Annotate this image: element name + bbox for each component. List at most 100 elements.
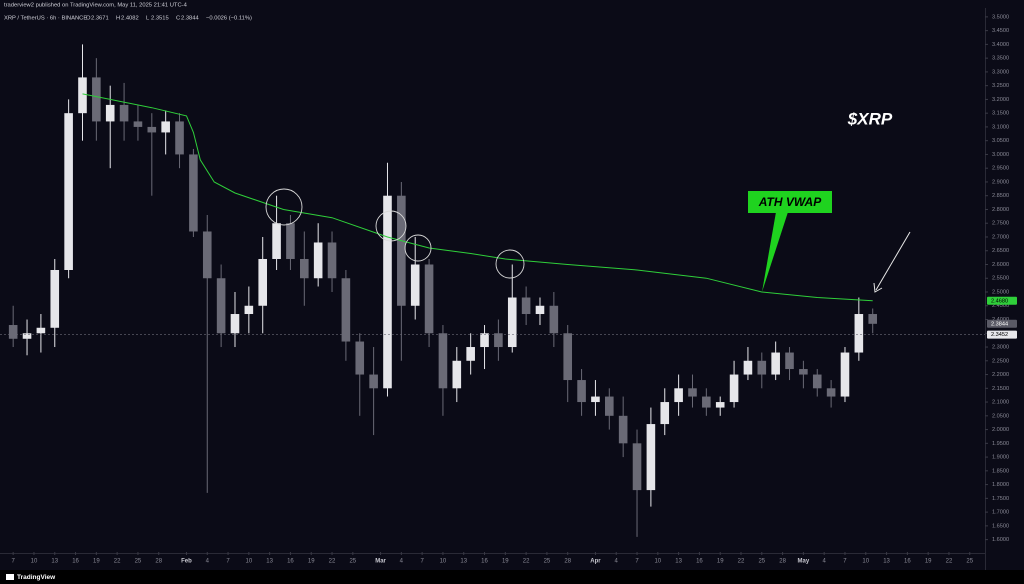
x-tick-label: Mar bbox=[375, 559, 386, 565]
x-tick-label: 10 bbox=[654, 559, 661, 565]
candle-body bbox=[355, 341, 365, 375]
y-tick-label: 2.8500 bbox=[992, 193, 1009, 199]
y-tick-label: 2.7000 bbox=[992, 234, 1009, 240]
x-tick-label: 22 bbox=[523, 559, 530, 565]
x-tick-label: Feb bbox=[181, 559, 192, 565]
candle-body bbox=[300, 258, 309, 279]
y-tick-label: 1.8000 bbox=[992, 482, 1009, 488]
candle-body bbox=[812, 374, 822, 389]
x-tick-label: 13 bbox=[883, 559, 890, 565]
price-tag bbox=[987, 319, 1017, 328]
ohlc-value: 2.3671 bbox=[91, 16, 109, 22]
x-tick-label: 25 bbox=[135, 559, 142, 565]
candle-body bbox=[660, 402, 670, 425]
candle-body bbox=[258, 258, 268, 306]
vwap-callout: ATH VWAP bbox=[758, 195, 822, 209]
x-tick-label: 13 bbox=[266, 559, 273, 565]
ohlc-key: C bbox=[176, 16, 180, 22]
candle-body bbox=[244, 305, 254, 315]
candle-body bbox=[868, 314, 878, 324]
candle-body bbox=[549, 305, 559, 334]
y-tick-label: 2.0500 bbox=[992, 413, 1009, 419]
candle-body bbox=[341, 278, 351, 342]
candle-body bbox=[757, 360, 767, 375]
y-tick-label: 3.0000 bbox=[992, 152, 1009, 158]
candle-body bbox=[202, 231, 212, 279]
brand-text: TradingView bbox=[17, 574, 56, 581]
y-tick-label: 1.9500 bbox=[992, 441, 1009, 447]
x-tick-label: 25 bbox=[544, 559, 551, 565]
candle-body bbox=[78, 77, 87, 114]
x-tick-label: 19 bbox=[717, 559, 724, 565]
candle-body bbox=[313, 242, 323, 279]
candle-body bbox=[826, 388, 836, 397]
ohlc-change: −0.0026 (−0.11%) bbox=[206, 16, 252, 22]
y-tick-label: 2.3000 bbox=[992, 345, 1009, 351]
candle-body bbox=[535, 305, 545, 315]
candle-body bbox=[216, 278, 226, 334]
candle-body bbox=[799, 369, 808, 375]
x-tick-label: May bbox=[798, 559, 810, 565]
y-tick-label: 1.9000 bbox=[992, 455, 1009, 461]
x-tick-label: 25 bbox=[758, 559, 765, 565]
candle-body bbox=[383, 195, 392, 389]
x-tick-label: 10 bbox=[862, 559, 869, 565]
published-text: traderview2 published on TradingView.com… bbox=[4, 3, 188, 9]
candle-body bbox=[424, 264, 434, 334]
candle-body bbox=[771, 352, 780, 375]
x-tick-label: 22 bbox=[329, 559, 336, 565]
price-tag-label: 2.4680 bbox=[991, 298, 1008, 304]
candle-body bbox=[563, 333, 573, 381]
y-tick-label: 3.1500 bbox=[992, 111, 1009, 117]
x-tick-label: 4 bbox=[206, 559, 210, 565]
y-tick-label: 3.2500 bbox=[992, 83, 1009, 89]
candle-body bbox=[22, 333, 32, 339]
y-tick-label: 3.4000 bbox=[992, 42, 1009, 48]
arrow-head bbox=[873, 282, 883, 293]
y-tick-label: 2.4500 bbox=[992, 303, 1009, 309]
plot-area: 3.5000 3.4500 3.4000 3.3500 3.3000 3.2500 3.20… bbox=[0, 14, 1017, 565]
arrow-line bbox=[875, 231, 911, 291]
y-tick-label: 2.5500 bbox=[992, 276, 1009, 282]
candle-body bbox=[272, 223, 281, 259]
candle-body bbox=[854, 314, 864, 353]
y-tick-label: 3.0500 bbox=[992, 138, 1009, 144]
ohlc-value: 2.4082 bbox=[121, 16, 139, 22]
x-tick-label: 25 bbox=[349, 559, 356, 565]
candle-body bbox=[688, 388, 697, 397]
candle-body bbox=[646, 424, 656, 491]
y-tick-label: 2.1500 bbox=[992, 386, 1009, 392]
candle-body bbox=[8, 325, 18, 339]
candle-body bbox=[507, 297, 517, 348]
candle-body bbox=[715, 402, 725, 408]
y-tick-label: 3.3500 bbox=[992, 56, 1009, 62]
y-tick-label: 3.3000 bbox=[992, 69, 1009, 75]
candle-body bbox=[397, 195, 406, 306]
candle-body bbox=[452, 360, 462, 389]
brand-logo bbox=[6, 574, 14, 580]
candle-body bbox=[119, 104, 129, 122]
y-tick-label: 1.8500 bbox=[992, 468, 1009, 474]
candle-body bbox=[286, 223, 295, 259]
x-tick-label: 19 bbox=[925, 559, 932, 565]
y-tick-label: 2.8000 bbox=[992, 207, 1009, 213]
candle-body bbox=[410, 264, 420, 306]
x-tick-label: 25 bbox=[966, 559, 973, 565]
ohlc-key: O bbox=[86, 16, 91, 22]
x-tick-label: 7 bbox=[843, 559, 847, 565]
y-tick-label: 1.7500 bbox=[992, 496, 1009, 502]
y-tick-label: 2.9000 bbox=[992, 179, 1009, 185]
candle-body bbox=[632, 443, 642, 491]
x-tick-label: 4 bbox=[400, 559, 404, 565]
price-tag-label: 2.3844 bbox=[991, 321, 1008, 327]
x-tick-label: 10 bbox=[246, 559, 253, 565]
candle-body bbox=[605, 396, 614, 416]
ohlc-value: 2.3844 bbox=[181, 16, 200, 22]
x-tick-label: 28 bbox=[155, 559, 162, 565]
x-tick-label: 19 bbox=[93, 559, 100, 565]
y-tick-label: 2.9500 bbox=[992, 166, 1009, 172]
y-tick-label: 1.6000 bbox=[992, 537, 1009, 543]
candle-body bbox=[230, 314, 240, 334]
highlight-circle bbox=[265, 188, 303, 226]
y-tick-label: 2.6500 bbox=[992, 248, 1009, 254]
